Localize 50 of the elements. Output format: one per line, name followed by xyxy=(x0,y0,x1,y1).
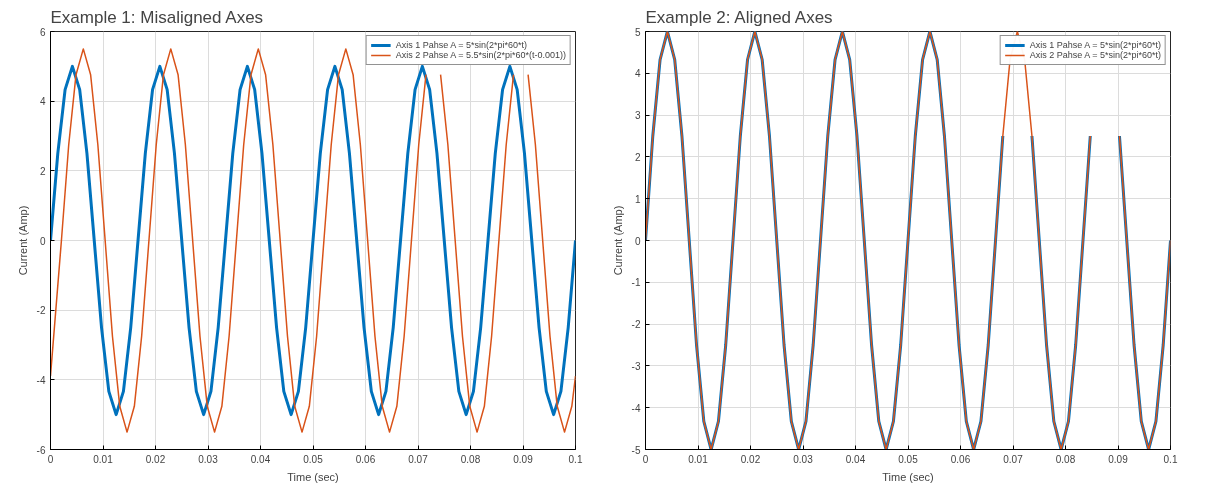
x-tick-label: 0.02 xyxy=(740,453,761,465)
y-tick-label: 1 xyxy=(634,193,641,205)
y-tick-label: 2 xyxy=(634,151,641,163)
y-tick-label: -5 xyxy=(631,444,641,456)
x-tick-label: 0.06 xyxy=(950,453,971,465)
y-tick-label: 2 xyxy=(39,165,46,177)
legend-label: Axis 2 Pahse A = 5*sin(2*pi*60*t) xyxy=(1029,50,1161,60)
x-tick-label: 0.03 xyxy=(198,453,219,465)
x-tick-label: 0.01 xyxy=(688,453,709,465)
y-tick-label: 0 xyxy=(39,235,46,247)
y-tick-label: 0 xyxy=(634,235,641,247)
x-tick-label: 0.07 xyxy=(408,453,429,465)
y-tick-label: 4 xyxy=(39,96,46,108)
y-tick-label: -4 xyxy=(36,374,46,386)
x-tick-label: 0.05 xyxy=(898,453,919,465)
x-tick-label: 0.07 xyxy=(1003,453,1024,465)
x-tick-label: 0.02 xyxy=(145,453,166,465)
x-tick-label: 0.05 xyxy=(303,453,324,465)
x-tick-label: 0.01 xyxy=(93,453,114,465)
x-tick-label: 0.09 xyxy=(1108,453,1129,465)
y-axis-title: Current (Amp) xyxy=(611,205,624,276)
x-axis-title: Time (sec) xyxy=(287,470,339,483)
x-tick-label: 0 xyxy=(47,453,54,465)
x-axis-title: Time (sec) xyxy=(882,470,934,483)
chart-title: Example 2: Aligned Axes xyxy=(645,7,833,27)
x-tick-label: 0.04 xyxy=(845,453,866,465)
x-tick-label: 0.1 xyxy=(1163,453,1178,465)
x-tick-label: 0.08 xyxy=(460,453,481,465)
chart-title: Example 1: Misaligned Axes xyxy=(50,7,264,27)
y-tick-label: -2 xyxy=(36,305,46,317)
y-tick-label: 5 xyxy=(634,26,641,38)
x-tick-label: 0.08 xyxy=(1055,453,1076,465)
y-tick-label: -4 xyxy=(631,402,641,414)
legend-label: Axis 1 Pahse A = 5*sin(2*pi*60*t) xyxy=(395,40,527,50)
x-tick-label: 0.03 xyxy=(793,453,814,465)
x-tick-label: 0.09 xyxy=(513,453,534,465)
legend-label: Axis 1 Pahse A = 5*sin(2*pi*60*t) xyxy=(1029,40,1161,50)
y-tick-label: -1 xyxy=(631,277,641,289)
y-tick-label: -6 xyxy=(36,444,46,456)
y-tick-label: 3 xyxy=(634,110,641,122)
y-axis-title: Current (Amp) xyxy=(16,205,29,276)
x-tick-label: 0.06 xyxy=(355,453,376,465)
y-tick-label: -2 xyxy=(631,319,641,331)
y-tick-label: 4 xyxy=(634,68,641,80)
legend-label: Axis 2 Pahse A = 5.5*sin(2*pi*60*(t-0.001)) xyxy=(395,50,566,60)
x-tick-label: 0 xyxy=(642,453,649,465)
y-tick-label: 6 xyxy=(39,26,46,38)
x-tick-label: 0.1 xyxy=(568,453,583,465)
y-tick-label: -3 xyxy=(631,360,641,372)
x-tick-label: 0.04 xyxy=(250,453,271,465)
